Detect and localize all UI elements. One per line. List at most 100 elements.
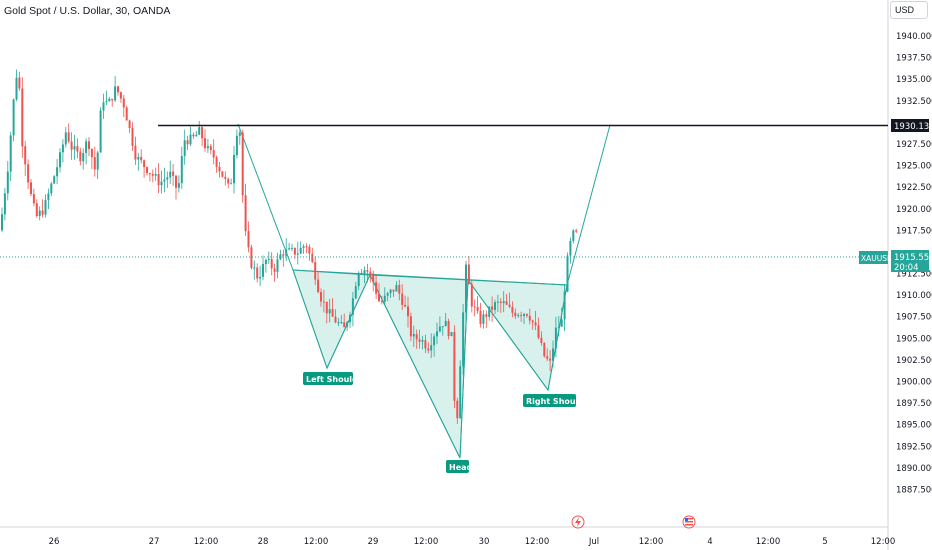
- candle-body: [424, 340, 427, 349]
- candle-body: [38, 210, 41, 217]
- right-shoulder-label: Right Shoulder: [526, 397, 593, 406]
- right-shoulder-label-bg: [523, 394, 576, 407]
- time-axis[interactable]: 26 27 12:00 28 12:00 29 12:00 30 12:00 Jul 12:00 4 1…: [49, 537, 896, 547]
- price-tick-label: 1935.000: [896, 75, 932, 85]
- last-price-label: 1915.555: [894, 253, 932, 263]
- candle-body: [517, 315, 520, 317]
- candle-body: [537, 325, 540, 338]
- candle-body: [334, 316, 337, 323]
- candle-body: [395, 285, 398, 292]
- candle-body: [259, 276, 262, 279]
- price-tick-label: 1895.000: [896, 421, 932, 431]
- candle-body: [349, 314, 351, 323]
- candle-body: [534, 322, 537, 326]
- candle-body: [569, 240, 572, 256]
- neckline[interactable]: [292, 269, 568, 286]
- candle-body: [30, 182, 32, 195]
- candle-body: [444, 320, 447, 327]
- candle-body: [392, 289, 395, 292]
- candle-body: [160, 181, 163, 186]
- candle-body: [85, 141, 88, 153]
- candle-body: [119, 92, 122, 99]
- candle-body: [285, 249, 288, 256]
- candle-body: [56, 167, 59, 177]
- pattern-lines[interactable]: [237, 123, 611, 459]
- candle-body: [96, 152, 99, 170]
- candle-body: [128, 120, 131, 129]
- candle-body: [35, 203, 38, 217]
- candle-body: [398, 285, 401, 294]
- candle-body: [441, 326, 444, 328]
- candle-body: [73, 146, 76, 150]
- candle-body: [99, 110, 102, 153]
- price-tick-label: 1925.000: [896, 162, 932, 172]
- candle-body: [418, 339, 421, 342]
- candle-body: [505, 301, 508, 305]
- candle-body: [177, 183, 180, 188]
- lightning-icon[interactable]: [571, 515, 585, 529]
- left-shoulder-label-bg: [303, 372, 353, 385]
- candle-body: [169, 171, 172, 178]
- candle-body: [221, 171, 224, 177]
- candle-body: [32, 194, 35, 204]
- candle-body: [264, 259, 267, 265]
- candle-body: [41, 210, 44, 215]
- candle-body: [262, 264, 264, 277]
- candle-body: [241, 132, 244, 196]
- candle-body: [546, 356, 549, 359]
- time-label: 12:00: [194, 537, 219, 547]
- time-label: 29: [368, 537, 379, 547]
- candle-body: [288, 248, 291, 250]
- candle-body: [273, 268, 276, 272]
- candle-body: [201, 127, 204, 139]
- candle-body: [166, 177, 169, 180]
- candle-body: [24, 146, 27, 165]
- candle-body: [198, 127, 201, 135]
- candle-body: [12, 99, 15, 136]
- time-label: Jul: [588, 537, 599, 547]
- candle-body: [552, 348, 554, 361]
- candle-body: [117, 86, 119, 93]
- candle-body: [433, 336, 436, 346]
- candle-body: [369, 271, 372, 274]
- price-tick-label: 1892.500: [896, 442, 932, 452]
- candle-body: [523, 314, 525, 316]
- candle-body: [238, 132, 241, 136]
- candle-body: [67, 132, 70, 142]
- candle-body: [407, 306, 409, 317]
- candle-body: [528, 315, 531, 321]
- candle-body: [482, 314, 485, 324]
- candle-body: [172, 171, 175, 176]
- candle-body: [189, 134, 192, 145]
- candle-body: [206, 146, 209, 149]
- candle-body: [192, 134, 195, 137]
- candle-body: [108, 98, 111, 102]
- currency-selector[interactable]: USD: [890, 1, 928, 19]
- us-flag-icon[interactable]: [682, 515, 696, 529]
- time-label: 12:00: [304, 537, 329, 547]
- candle-body: [563, 291, 566, 320]
- candle-body: [204, 138, 206, 149]
- candle-body: [438, 326, 441, 332]
- candle-body: [525, 314, 528, 316]
- candle-body: [436, 331, 438, 337]
- candle-body: [383, 295, 386, 302]
- price-tick-label: 1902.500: [896, 356, 932, 366]
- candlestick-series: [1, 69, 578, 424]
- right-shoulder-pattern[interactable]: [466, 279, 568, 392]
- time-label: 30: [479, 537, 490, 547]
- candle-body: [308, 246, 311, 254]
- candle-body: [560, 319, 563, 327]
- candle-body: [1, 214, 3, 231]
- candle-body: [360, 272, 363, 274]
- candle-body: [467, 264, 470, 285]
- candle-body: [131, 128, 134, 146]
- candle-body: [21, 88, 24, 147]
- candle-body: [566, 255, 569, 292]
- candle-body: [6, 171, 9, 194]
- price-axis[interactable]: 1940.000 1937.500 1935.000 1932.500 1927.500…: [896, 32, 932, 496]
- candle-body: [520, 315, 523, 317]
- candle-body: [496, 301, 499, 303]
- candle-body: [354, 286, 357, 299]
